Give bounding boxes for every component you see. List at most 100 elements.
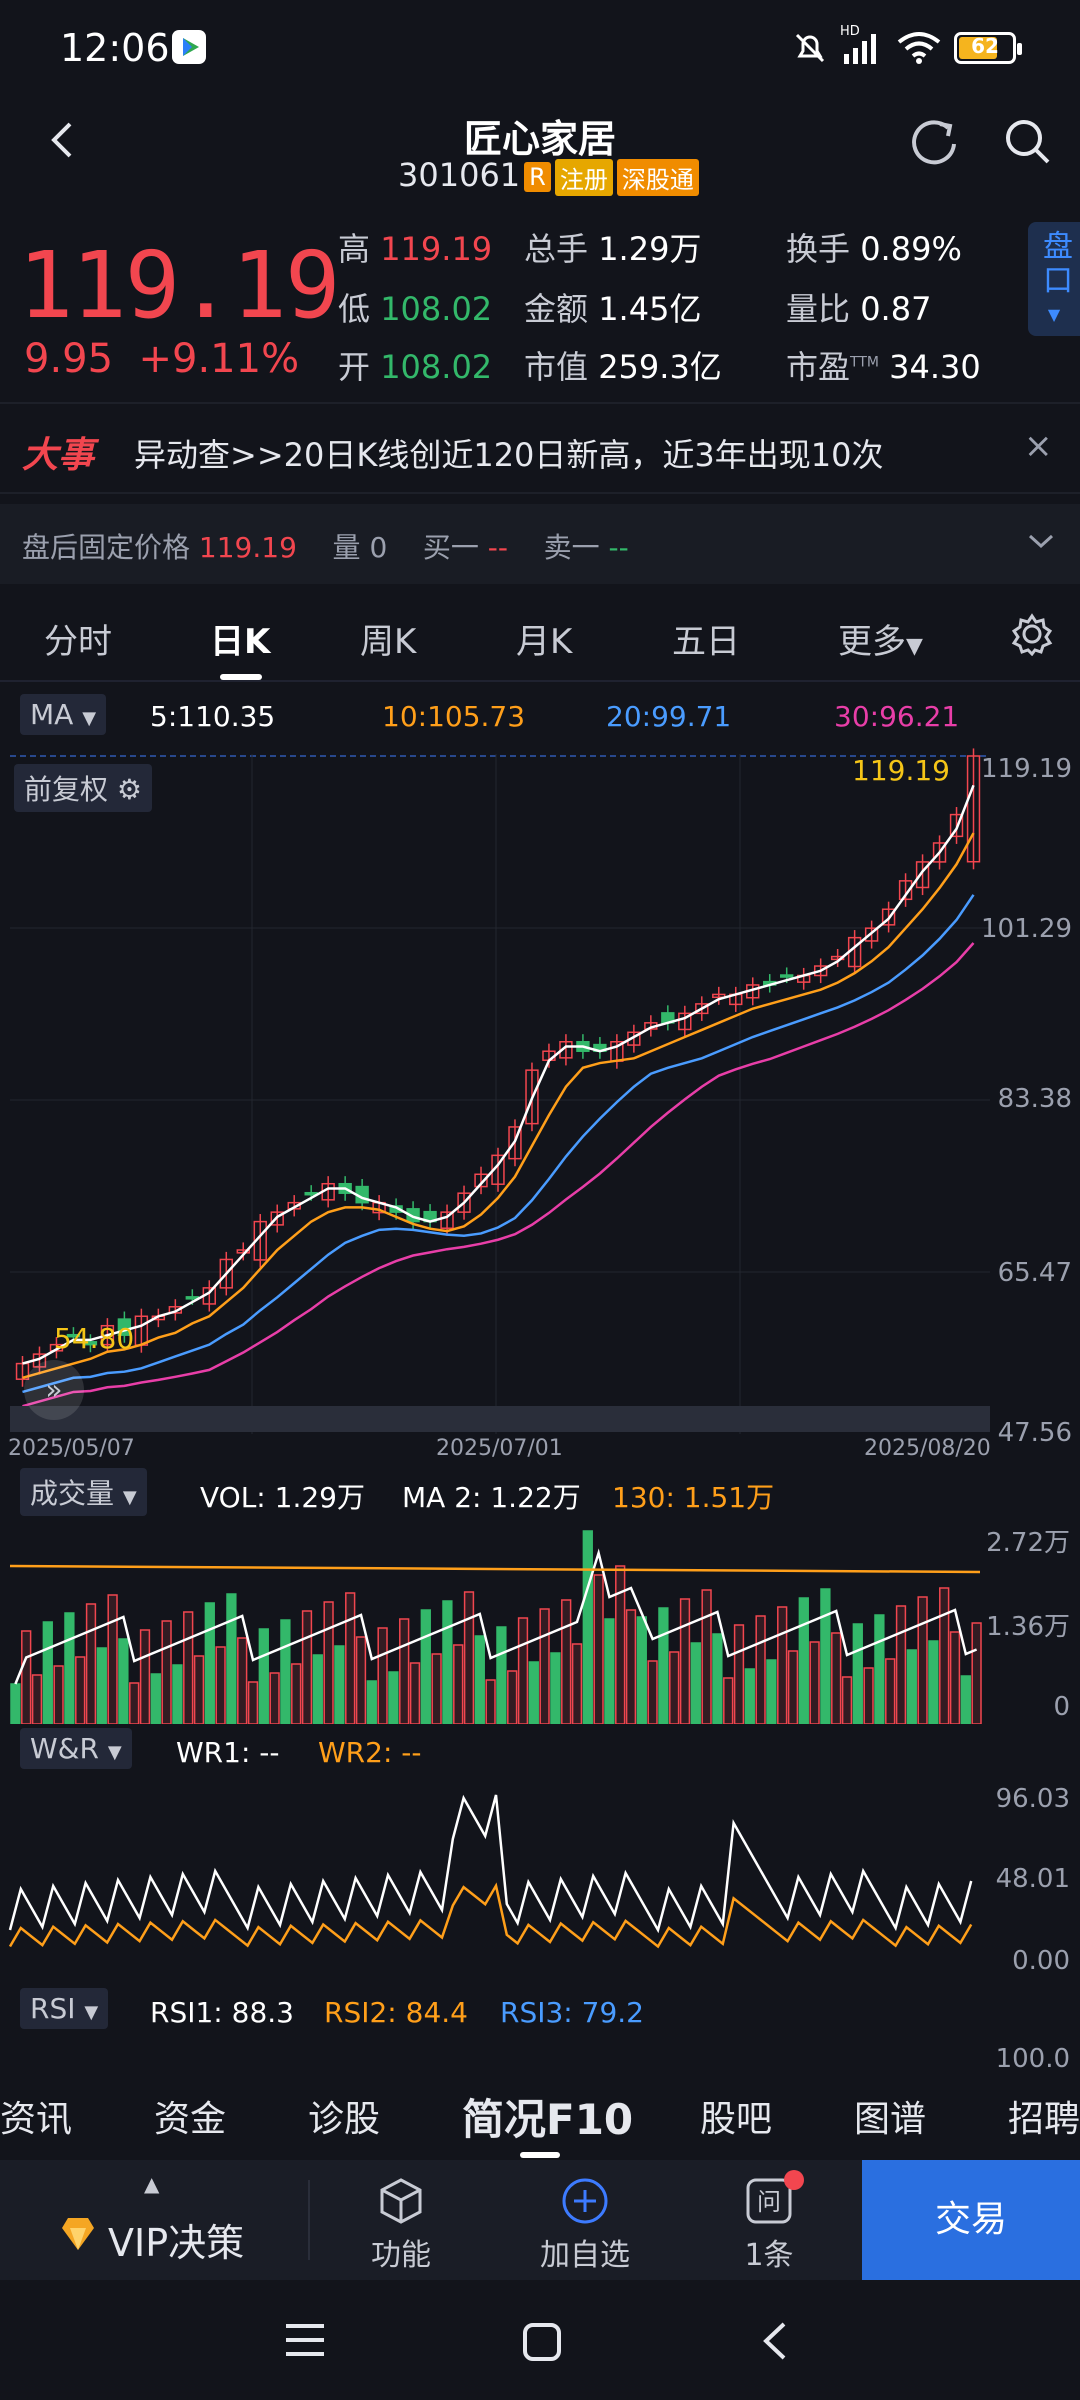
candle bbox=[949, 813, 964, 838]
add-watchlist-button[interactable]: 加自选 bbox=[492, 2160, 678, 2280]
volume-bar bbox=[42, 1621, 53, 1724]
volume-bar bbox=[820, 1588, 831, 1724]
scroll-latest-button[interactable]: » bbox=[24, 1360, 84, 1420]
function-button[interactable]: 功能 bbox=[310, 2160, 492, 2280]
tab-f10[interactable]: 简况F10 bbox=[462, 2095, 634, 2144]
wr-tick-1: 96.03 bbox=[995, 1784, 1070, 1814]
volume-selector[interactable]: 成交量 ▼ bbox=[20, 1468, 147, 1516]
candle bbox=[525, 1069, 539, 1125]
wr-selector[interactable]: W&R ▼ bbox=[20, 1728, 132, 1769]
volume-bar bbox=[528, 1661, 539, 1724]
y-tick-4: 65.47 bbox=[997, 1258, 1072, 1288]
current-price: 119.19 bbox=[18, 232, 340, 339]
volume-bar bbox=[507, 1670, 518, 1724]
volume-bar bbox=[172, 1664, 183, 1724]
refresh-icon bbox=[912, 120, 956, 165]
candle bbox=[695, 1003, 709, 1015]
volume-bar bbox=[625, 1609, 637, 1724]
adjust-mode-button[interactable]: 前复权 ⚙ bbox=[14, 764, 153, 812]
rsi-selector[interactable]: RSI ▼ bbox=[20, 1988, 109, 2029]
volume-bar bbox=[193, 1655, 205, 1724]
caret-down-icon: ▼ bbox=[906, 634, 923, 659]
tab-intraday[interactable]: 分时 bbox=[44, 622, 112, 662]
tab-recruit[interactable]: 招聘 bbox=[1008, 2099, 1080, 2140]
x-tick-1: 2025/05/07 bbox=[8, 1436, 135, 1461]
tab-graph[interactable]: 图谱 bbox=[854, 2099, 927, 2140]
volume-bar bbox=[75, 1656, 86, 1724]
news-banner[interactable]: 大事 异动查>>20日K线创近120日新高，近3年出现10次 × bbox=[0, 402, 1080, 494]
volume-bar bbox=[582, 1530, 593, 1724]
volume-bar bbox=[798, 1597, 809, 1724]
volume-bar bbox=[615, 1565, 626, 1724]
vol-tick-3: 0 bbox=[1053, 1692, 1070, 1722]
tab-news[interactable]: 资讯 bbox=[0, 2099, 73, 2140]
vol-ma2-line bbox=[14, 1548, 978, 1685]
back-nav-icon[interactable] bbox=[760, 2320, 790, 2366]
refresh-button[interactable] bbox=[906, 114, 962, 174]
volume-chart[interactable] bbox=[0, 1520, 1080, 1724]
y-tick-2: 101.29 bbox=[981, 914, 1072, 944]
rsi-legend: RSI ▼ RSI1: 88.3 RSI2: 84.4 RSI3: 79.2 bbox=[0, 1986, 1080, 2038]
tab-weekly-k[interactable]: 周K bbox=[360, 622, 417, 662]
tab-five-day[interactable]: 五日 bbox=[672, 622, 740, 662]
kline-chart[interactable] bbox=[0, 744, 1080, 1464]
news-close-button[interactable]: × bbox=[1024, 426, 1053, 466]
volume-bar bbox=[107, 1594, 118, 1724]
volume-bar bbox=[723, 1677, 734, 1724]
ma5-line bbox=[22, 784, 975, 1365]
tab-more[interactable]: 更多▼ bbox=[838, 622, 923, 662]
tab-daily-k[interactable]: 日K bbox=[210, 622, 271, 662]
volume-bar bbox=[21, 1630, 32, 1724]
volume-bar bbox=[831, 1632, 842, 1724]
back-button[interactable] bbox=[44, 116, 80, 168]
close-icon: × bbox=[1024, 426, 1053, 466]
volume-bar bbox=[712, 1633, 723, 1724]
after-hours-row: 盘后固定价格 119.19 量 0 买一 -- 卖一 -- bbox=[0, 504, 1080, 584]
volume-bar bbox=[895, 1605, 907, 1724]
change-value: 9.95 bbox=[24, 336, 114, 382]
vol-ma130-line bbox=[9, 1564, 981, 1574]
chevron-down-icon bbox=[1028, 534, 1054, 549]
candle bbox=[864, 927, 879, 942]
volume-bar bbox=[571, 1643, 583, 1724]
vol-ma130: 130: 1.51万 bbox=[612, 1481, 775, 1514]
ma-legend: MA ▼ 5:110.35 10:105.73 20:99.71 30:96.2… bbox=[0, 690, 1080, 742]
volume-bar bbox=[593, 1574, 604, 1724]
volume-bar bbox=[561, 1599, 572, 1724]
menu-icon[interactable] bbox=[286, 2322, 326, 2362]
rsi1-value: RSI1: 88.3 bbox=[150, 1996, 294, 2029]
ma-selector[interactable]: MA ▼ bbox=[20, 694, 107, 735]
volume-bar bbox=[755, 1615, 766, 1724]
wr-tick-2: 48.01 bbox=[995, 1864, 1070, 1894]
ask-button[interactable]: 问 1条 bbox=[678, 2160, 860, 2280]
app-notification-icon bbox=[172, 30, 206, 64]
trade-button[interactable]: 交易 bbox=[862, 2160, 1080, 2280]
diamond-icon bbox=[58, 2214, 98, 2258]
volume-legend: 成交量 ▼ VOL: 1.29万 MA 2: 1.22万 130: 1.51万 bbox=[0, 1466, 1080, 1518]
candle bbox=[780, 974, 794, 978]
expand-button[interactable] bbox=[1024, 524, 1058, 562]
stat-volume-ratio: 量比 0.87 bbox=[786, 290, 932, 328]
order-book-button[interactable]: 盘口 ▼ bbox=[1028, 222, 1080, 336]
home-icon[interactable] bbox=[522, 2322, 562, 2366]
caret-down-icon: ▼ bbox=[84, 2002, 99, 2023]
tag-shenzhen-connect: 深股通 bbox=[616, 158, 699, 196]
chart-settings-button[interactable] bbox=[1010, 612, 1054, 660]
vip-button[interactable]: ▲ VIP决策 bbox=[0, 2160, 308, 2280]
volume-bar bbox=[388, 1671, 399, 1724]
tab-forum[interactable]: 股吧 bbox=[700, 2099, 773, 2140]
volume-bar bbox=[604, 1618, 615, 1724]
search-button[interactable] bbox=[1000, 114, 1056, 174]
tab-diagnosis[interactable]: 诊股 bbox=[308, 2099, 381, 2140]
candle bbox=[712, 993, 726, 999]
tab-funds[interactable]: 资金 bbox=[154, 2099, 227, 2140]
y-tick-1: 119.19 bbox=[981, 754, 1072, 784]
candle bbox=[881, 908, 896, 926]
volume-bar bbox=[258, 1628, 269, 1724]
candle bbox=[508, 1126, 522, 1160]
after-hours-info: 盘后固定价格 119.19 量 0 买一 -- 卖一 -- bbox=[22, 531, 629, 564]
tab-monthly-k[interactable]: 月K bbox=[516, 622, 573, 662]
ma5-value: 5:110.35 bbox=[150, 700, 276, 733]
wr-chart[interactable] bbox=[0, 1780, 1080, 1980]
volume-bar bbox=[550, 1652, 561, 1724]
